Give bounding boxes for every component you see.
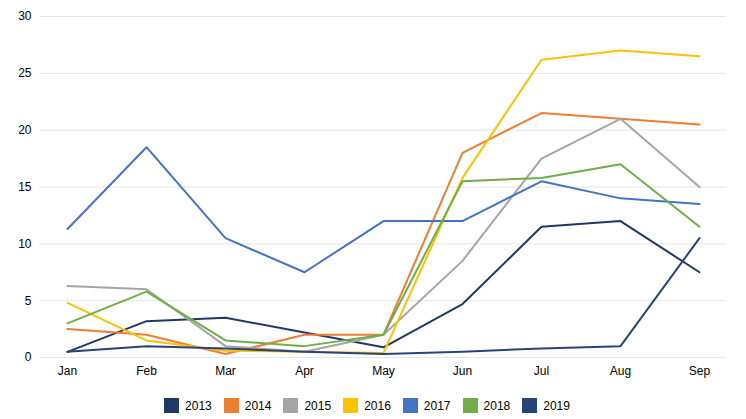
svg-text:15: 15 — [18, 180, 32, 194]
svg-text:Jul: Jul — [534, 364, 549, 378]
svg-text:Aug: Aug — [610, 364, 631, 378]
svg-text:0: 0 — [25, 350, 32, 364]
html-text:2016: 2016 — [364, 398, 391, 413]
html-text:2013: 2013 — [185, 398, 212, 413]
svg-text:5: 5 — [25, 294, 32, 308]
svg-text:10: 10 — [18, 237, 32, 251]
svg-text:Apr: Apr — [295, 364, 314, 378]
svg-text:Jan: Jan — [58, 364, 77, 378]
svg-text:Sep: Sep — [689, 364, 711, 378]
svg-text:Feb: Feb — [136, 364, 157, 378]
svg-text:30: 30 — [18, 9, 32, 23]
html-text:2017: 2017 — [423, 398, 451, 413]
html-text:2014: 2014 — [244, 398, 272, 413]
html-text:2019: 2019 — [543, 398, 570, 413]
svg-text:May: May — [372, 364, 395, 378]
html-text:2015: 2015 — [304, 398, 332, 413]
svg-text:20: 20 — [18, 123, 32, 137]
svg-text:Mar: Mar — [215, 364, 236, 378]
svg-text:25: 25 — [18, 66, 32, 80]
svg-text:Jun: Jun — [453, 364, 472, 378]
html-text:2018: 2018 — [483, 398, 511, 413]
